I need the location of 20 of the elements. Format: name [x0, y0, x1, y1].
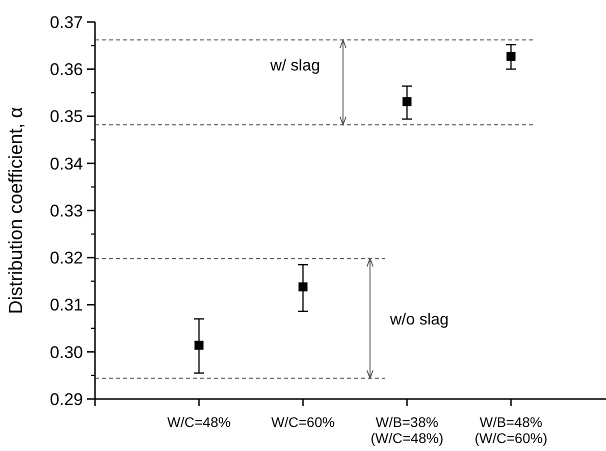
- x-tick-label: W/C=48%: [167, 414, 231, 430]
- annotation: w/o slag: [389, 311, 449, 328]
- point: [402, 97, 412, 106]
- y-axis-title: Distribution coefficient, α: [6, 106, 27, 314]
- y-tick-label: 0.36: [50, 60, 83, 80]
- point: [194, 340, 204, 350]
- y-tick-label: 0.29: [50, 390, 83, 409]
- y-tick-label: 0.34: [50, 154, 83, 174]
- y-tick-label: 0.37: [50, 12, 83, 32]
- x-tick-label: W/B=48% (W/C=60%): [474, 414, 548, 446]
- y-tick-label: 0.32: [50, 248, 83, 268]
- point: [298, 282, 308, 292]
- y-tick-label: 0.33: [50, 201, 83, 220]
- y-tick-label: 0.30: [50, 342, 83, 362]
- y-tick-label: 0.35: [50, 107, 83, 126]
- x-tick-label: W/C=60%: [271, 414, 335, 430]
- x-tick-label: W/B=38% (W/C=48%): [370, 414, 444, 446]
- point: [506, 52, 516, 61]
- y-tick-label: 0.31: [50, 296, 83, 315]
- annotation: w/ slag: [269, 57, 320, 74]
